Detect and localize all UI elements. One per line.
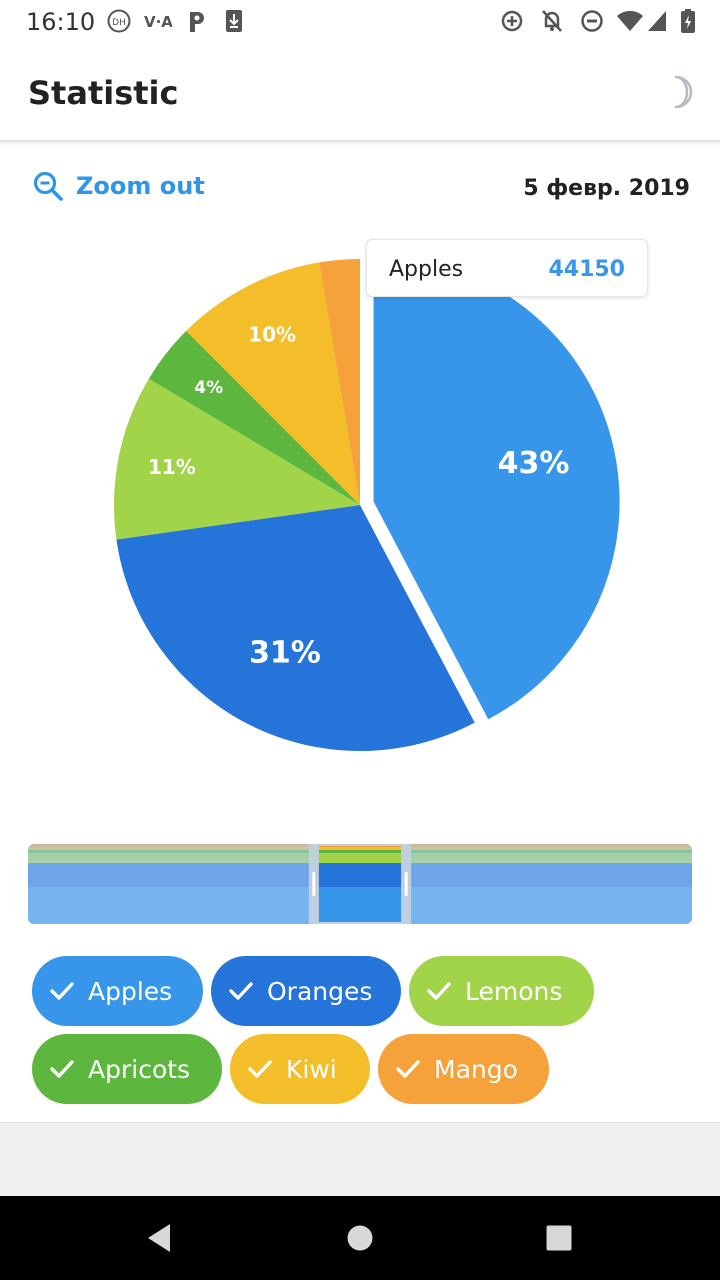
series-toggle-mango[interactable]: Mango	[378, 1034, 549, 1104]
svg-text:V·A: V·A	[144, 13, 172, 31]
home-icon[interactable]	[346, 1224, 374, 1252]
slice-label-oranges: 31%	[249, 636, 321, 671]
nav-grip-right-icon	[404, 872, 408, 896]
slice-label-apricots: 4%	[194, 378, 223, 398]
checkmark-icon	[248, 1060, 272, 1078]
pie-chart[interactable]: 43% 31% 11% 4% 10%	[0, 220, 720, 780]
slice-label-apples: 43%	[498, 446, 570, 481]
download-icon	[226, 10, 242, 32]
svg-text:DH: DH	[112, 18, 126, 28]
series-toggle-label: Lemons	[465, 976, 563, 1006]
nav-window-band-lemons	[318, 853, 402, 863]
pie-slice-lemons[interactable]	[113, 378, 360, 540]
slice-label-lemons: 11%	[148, 455, 196, 479]
dh-icon: DH	[107, 9, 131, 33]
nav-window-band-apples	[318, 887, 402, 924]
checkmark-icon	[229, 982, 253, 1000]
checkmark-icon	[50, 1060, 74, 1078]
series-toggle-kiwi[interactable]: Kiwi	[230, 1034, 370, 1104]
pie-slice-apricots[interactable]	[148, 330, 360, 505]
series-toggle-label: Oranges	[267, 976, 373, 1006]
nav-window-band-kiwi	[318, 847, 402, 850]
series-toggle-label: Kiwi	[286, 1054, 337, 1084]
data-saver-icon	[501, 10, 523, 32]
nav-grip-left-icon	[312, 872, 316, 896]
tooltip-series-name: Apples	[389, 257, 464, 282]
zoom-out-button[interactable]: Zoom out	[32, 170, 205, 202]
zoom-out-label: Zoom out	[76, 172, 205, 200]
pie-slice-kiwi[interactable]	[186, 262, 360, 505]
pie-slice-oranges[interactable]	[116, 505, 475, 751]
vpn-icon: V·A	[144, 13, 172, 31]
do-not-disturb-icon	[581, 10, 603, 32]
wifi-icon	[617, 10, 643, 31]
bottom-panel	[0, 1122, 720, 1197]
checkmark-icon	[50, 982, 74, 1000]
zoom-out-icon	[33, 171, 63, 201]
nav-window-bottom-border	[318, 922, 402, 924]
status-bar: 16:10 DH V·A	[0, 0, 720, 44]
chart-date: 5 февр. 2019	[523, 176, 690, 201]
nav-window-top-border	[318, 844, 402, 846]
moon-icon[interactable]	[662, 74, 696, 110]
back-icon[interactable]	[144, 1222, 176, 1254]
checkmark-icon	[396, 1060, 420, 1078]
battery-icon	[681, 9, 695, 33]
pie-slice-apples[interactable]	[373, 255, 620, 720]
nav-window-band-oranges	[318, 863, 402, 887]
slice-label-kiwi: 10%	[248, 323, 296, 347]
app-bar: Statistic	[0, 44, 720, 142]
range-navigator[interactable]	[28, 844, 692, 924]
series-toggle-label: Apples	[88, 976, 173, 1006]
parking-icon	[190, 12, 204, 32]
notifications-off-icon	[542, 10, 562, 32]
tooltip-value: 44150	[548, 257, 625, 282]
pie-slice-mango[interactable]	[319, 259, 360, 505]
series-toggle-apricots[interactable]: Apricots	[32, 1034, 222, 1104]
checkmark-icon	[427, 982, 451, 1000]
nav-window-band-apricots	[318, 850, 402, 853]
slice-tooltip: Apples 44150	[366, 239, 648, 297]
series-toggle-apples[interactable]: Apples	[32, 956, 203, 1026]
series-toggle-label: Mango	[434, 1054, 518, 1084]
series-toggle-oranges[interactable]: Oranges	[211, 956, 401, 1026]
signal-icon	[648, 11, 666, 31]
status-time: 16:10	[26, 8, 96, 36]
series-toggle-lemons[interactable]: Lemons	[409, 956, 594, 1026]
system-nav-bar	[0, 1196, 720, 1280]
recents-icon[interactable]	[545, 1224, 573, 1252]
page-title: Statistic	[28, 74, 179, 112]
series-toggle-label: Apricots	[88, 1054, 191, 1084]
